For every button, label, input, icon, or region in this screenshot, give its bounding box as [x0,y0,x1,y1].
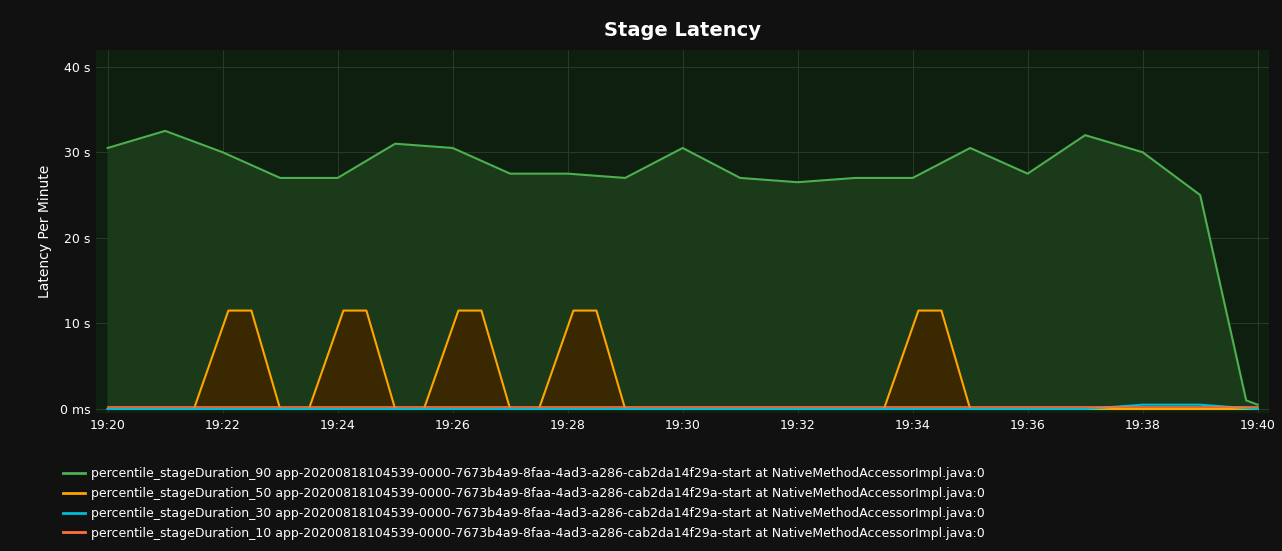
Y-axis label: Latency Per Minute: Latency Per Minute [37,165,51,298]
Title: Stage Latency: Stage Latency [604,21,762,40]
Legend: percentile_stageDuration_90 app-20200818104539-0000-7673b4a9-8faa-4ad3-a286-cab2: percentile_stageDuration_90 app-20200818… [58,462,990,545]
